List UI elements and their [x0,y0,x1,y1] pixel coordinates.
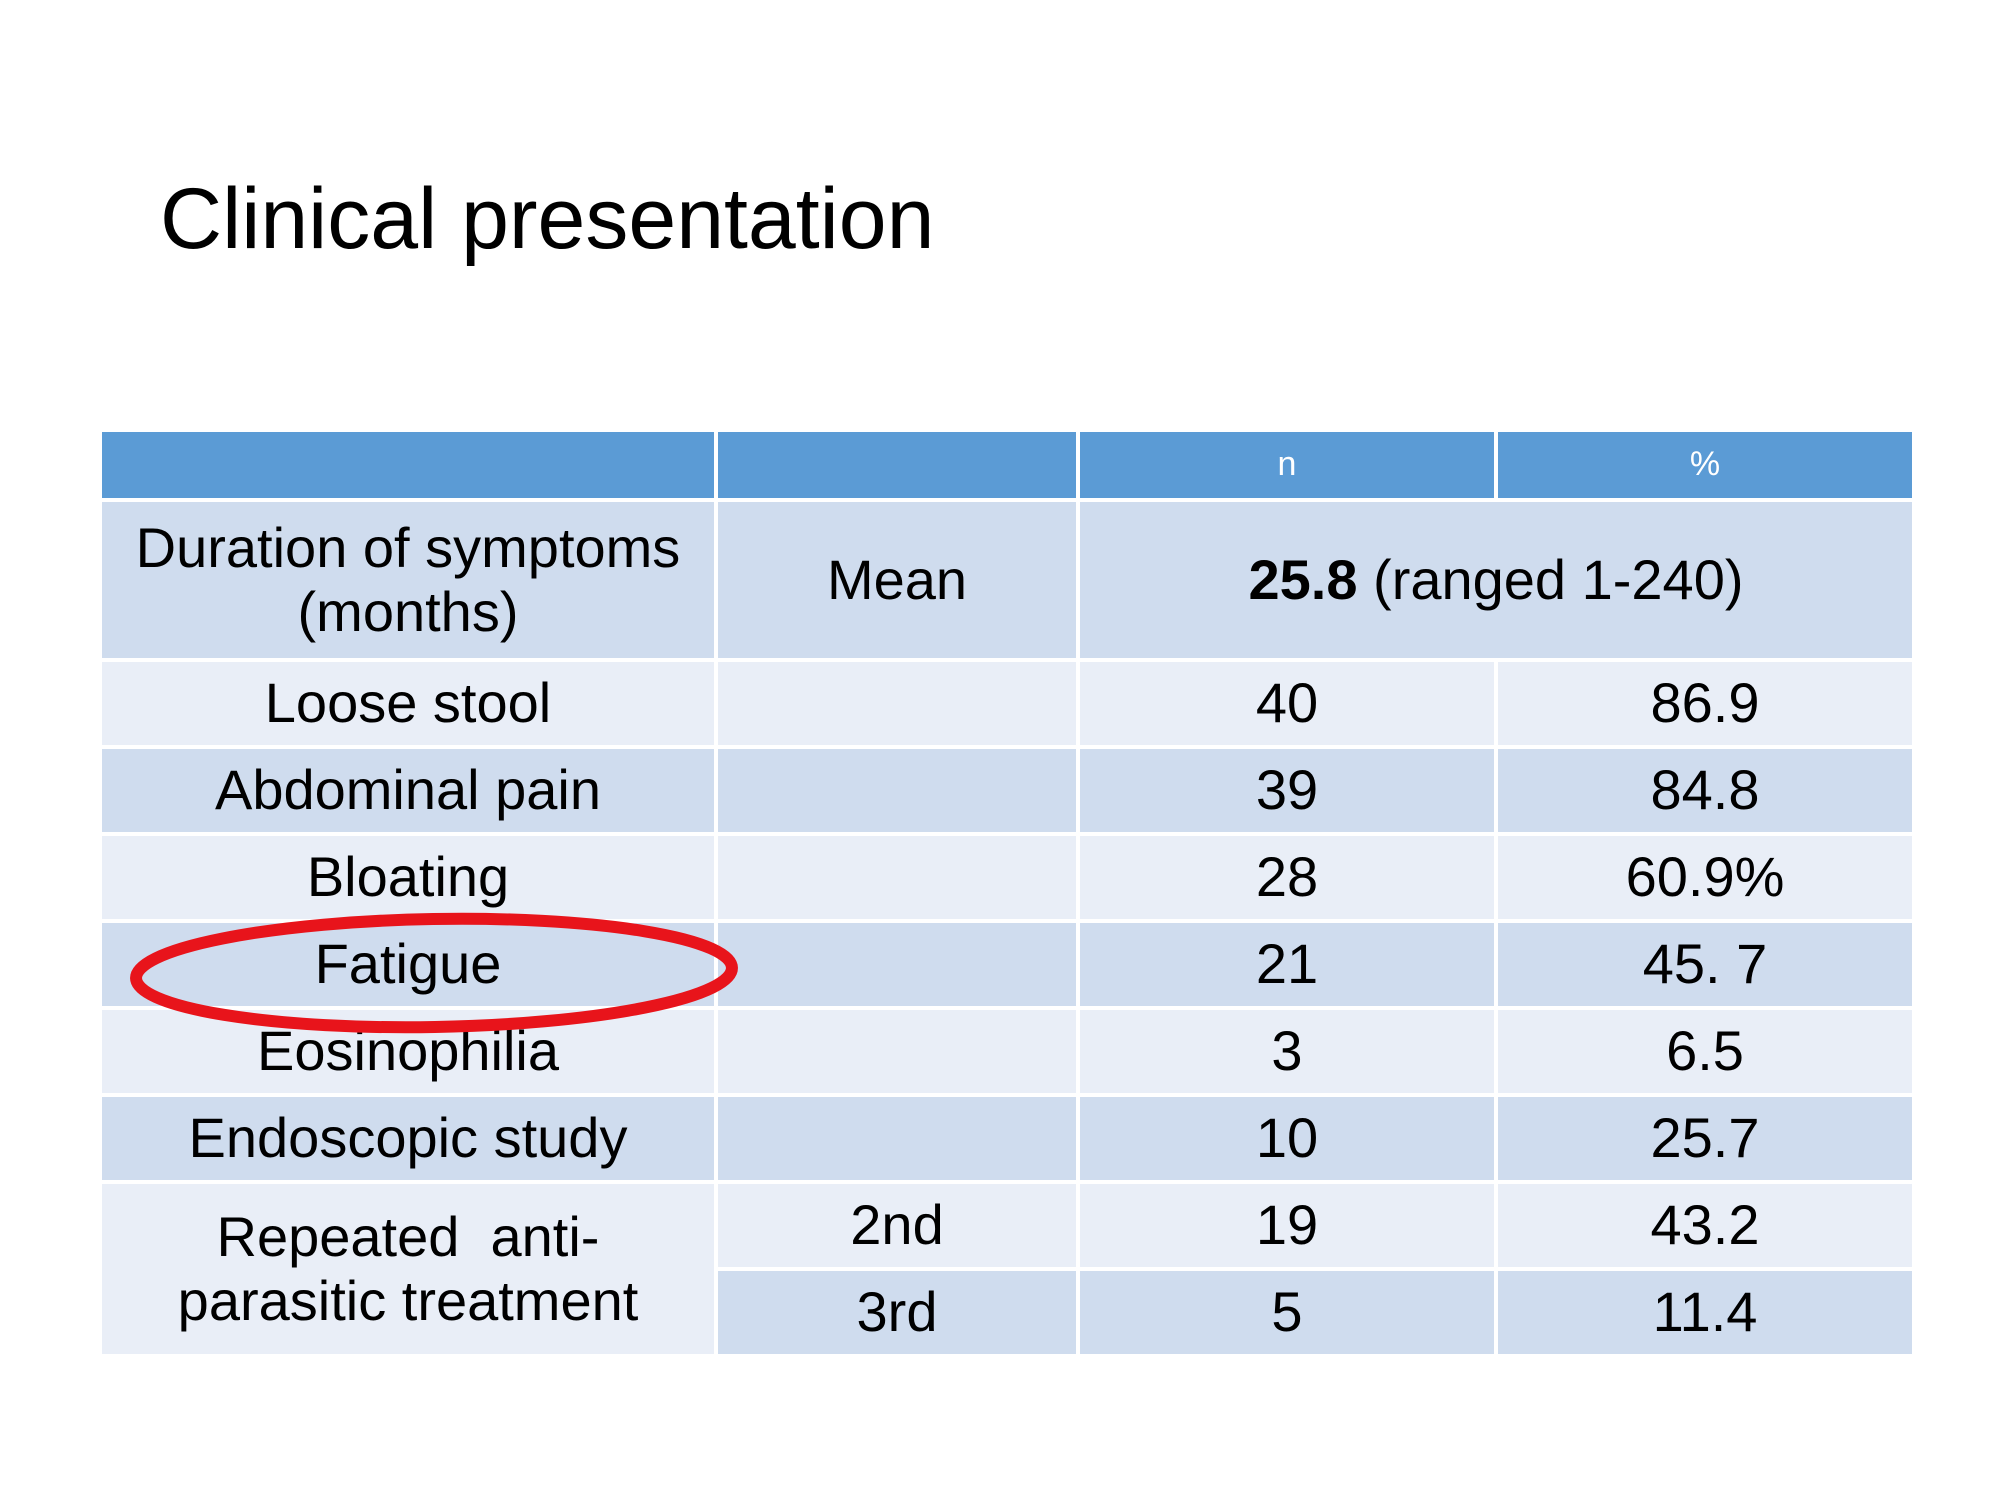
row-n: 28 [1076,832,1498,923]
row-label: Abdominal pain [98,745,718,836]
row-sub [714,1093,1080,1184]
row-label: Eosinophilia [98,1006,718,1097]
header-label-cell [98,428,718,502]
row-label: Fatigue [98,919,718,1010]
treatment-label-line2: parasitic treatment [177,1269,639,1332]
treatment-label-line1: Repeated anti- [216,1204,600,1268]
row-sub [714,658,1080,749]
duration-label: Duration of symptoms (months) [98,498,718,662]
row-label: Loose stool [98,658,718,749]
table-row: Abdominal pain 39 84.8 [98,745,1916,836]
row-percent: 86.9 [1494,658,1916,749]
table-row: Eosinophilia 3 6.5 [98,1006,1916,1097]
row-label: Bloating [98,832,718,923]
duration-value: 25.8 (ranged 1-240) [1076,498,1916,662]
treatment-row-3rd: 3rd 5 11.4 [100,1267,1916,1358]
row-n: 19 [1076,1180,1498,1271]
row-n: 39 [1076,745,1498,836]
table-row: Loose stool 40 86.9 [98,658,1916,749]
row-label: Endoscopic study [98,1093,718,1184]
row-percent: 60.9% [1494,832,1916,923]
clinical-table: n % Duration of symptoms (months) Mean 2… [98,428,1916,1358]
row-sub [714,745,1080,836]
treatment-row-2nd: Repeated anti- parasitic treatment 2nd 1… [98,1180,1916,1358]
duration-row: Duration of symptoms (months) Mean 25.8 … [98,498,1916,662]
row-percent: 11.4 [1494,1267,1916,1358]
row-sub: 2nd [714,1180,1080,1271]
row-percent: 43.2 [1494,1180,1916,1271]
slide-title: Clinical presentation [160,171,935,267]
header-percent: % [1494,428,1916,502]
row-n: 40 [1076,658,1498,749]
row-percent: 84.8 [1494,745,1916,836]
duration-label-line1: Duration of symptoms [135,515,681,579]
table-header-row: n % [98,428,1916,502]
row-n: 21 [1076,919,1498,1010]
row-sub: 3rd [714,1267,1080,1358]
duration-stat: Mean [714,498,1080,662]
row-sub [714,1006,1080,1097]
header-sub-cell [714,428,1080,502]
row-percent: 25.7 [1494,1093,1916,1184]
table-row: Endoscopic study 10 25.7 [98,1093,1916,1184]
row-sub [714,919,1080,1010]
duration-mean-value: 25.8 [1248,547,1358,611]
row-n: 3 [1076,1006,1498,1097]
treatment-label: Repeated anti- parasitic treatment [98,1180,718,1358]
table-row-highlighted: Fatigue 21 45. 7 [98,919,1916,1010]
row-percent: 6.5 [1494,1006,1916,1097]
duration-label-line2: (months) [297,580,519,643]
row-n: 10 [1076,1093,1498,1184]
table-row: Bloating 28 60.9% [98,832,1916,923]
row-sub [714,832,1080,923]
row-n: 5 [1076,1267,1498,1358]
duration-range: (ranged 1-240) [1357,547,1744,611]
header-n: n [1076,428,1498,502]
row-percent: 45. 7 [1494,919,1916,1010]
